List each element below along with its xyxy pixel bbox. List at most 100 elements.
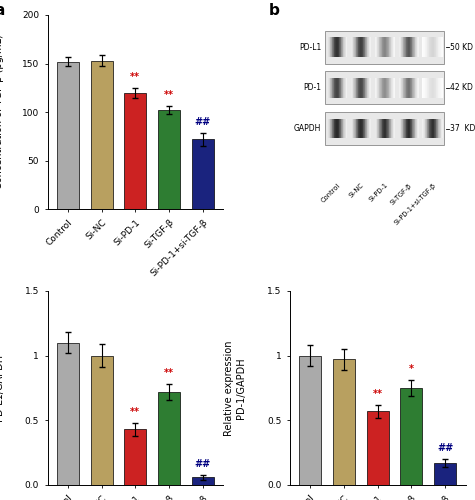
Bar (418, 38, 419, 57)
Bar (438, 119, 439, 139)
Bar (406, 119, 407, 139)
Bar (380, 38, 381, 57)
Bar (416, 78, 417, 98)
Bar (366, 38, 367, 57)
Bar (439, 78, 440, 98)
Bar (403, 78, 404, 98)
Bar (428, 38, 429, 57)
Bar (358, 78, 359, 98)
Bar (430, 119, 431, 139)
Text: 50 KD: 50 KD (450, 42, 473, 51)
Bar (427, 38, 428, 57)
Bar (336, 119, 337, 139)
Bar (352, 38, 353, 57)
Bar (393, 119, 394, 139)
Bar (405, 119, 406, 139)
Bar (361, 78, 362, 98)
Bar (415, 78, 416, 98)
Bar (439, 119, 440, 139)
Bar (433, 78, 434, 98)
Bar (391, 78, 392, 98)
Bar (423, 78, 424, 98)
Bar (344, 78, 345, 98)
Text: b: b (269, 4, 280, 18)
Bar (435, 119, 436, 139)
Bar (353, 38, 354, 57)
Bar (367, 119, 368, 139)
Bar (387, 78, 388, 98)
Bar (441, 119, 442, 139)
Bar (394, 119, 395, 139)
Bar (325, 112, 445, 145)
Bar (331, 119, 332, 139)
Bar (442, 119, 443, 139)
Bar (332, 38, 333, 57)
Bar (333, 38, 334, 57)
Bar (441, 78, 442, 98)
Bar (344, 38, 345, 57)
Bar (351, 38, 352, 57)
Bar (393, 78, 394, 98)
Bar (299, 356, 321, 485)
Bar (436, 119, 437, 139)
Bar (351, 119, 352, 139)
Bar (392, 38, 393, 57)
Bar (402, 78, 403, 98)
Bar (342, 38, 343, 57)
Bar (430, 78, 431, 98)
Bar (354, 119, 355, 139)
Bar (388, 38, 389, 57)
Bar (400, 388, 422, 485)
Bar (415, 38, 416, 57)
Bar (375, 78, 376, 98)
Text: ##: ## (195, 116, 211, 126)
Bar (408, 38, 409, 57)
Bar (438, 78, 439, 98)
Bar (380, 78, 381, 98)
Bar (334, 119, 335, 139)
Text: 37  KD: 37 KD (450, 124, 475, 133)
Bar (385, 78, 386, 98)
Bar (341, 119, 342, 139)
Bar (340, 119, 341, 139)
Bar (411, 38, 412, 57)
Bar (416, 38, 417, 57)
Bar (158, 392, 180, 485)
Bar (425, 119, 426, 139)
Bar (404, 38, 405, 57)
Bar (435, 38, 436, 57)
Bar (434, 463, 456, 485)
Bar (381, 38, 382, 57)
Bar (356, 78, 357, 98)
Bar (369, 119, 370, 139)
Bar (357, 119, 358, 139)
Bar (376, 78, 377, 98)
Bar (412, 78, 413, 98)
Bar (433, 119, 434, 139)
Bar (363, 38, 364, 57)
Text: ##: ## (195, 459, 211, 469)
Bar (360, 78, 361, 98)
Bar (409, 78, 410, 98)
Bar (383, 78, 384, 98)
Bar (399, 38, 400, 57)
Bar (364, 38, 365, 57)
Bar (338, 119, 339, 139)
Bar (402, 119, 403, 139)
Bar (57, 342, 79, 485)
Bar (336, 38, 337, 57)
Bar (343, 78, 344, 98)
Bar (441, 38, 442, 57)
Bar (370, 38, 371, 57)
Bar (364, 119, 365, 139)
Bar (330, 119, 331, 139)
Bar (440, 38, 441, 57)
Bar (404, 119, 405, 139)
Bar (400, 78, 401, 98)
Bar (408, 119, 409, 139)
Bar (408, 78, 409, 98)
Bar (401, 38, 402, 57)
Bar (332, 119, 333, 139)
Bar (414, 119, 415, 139)
Bar (370, 119, 371, 139)
